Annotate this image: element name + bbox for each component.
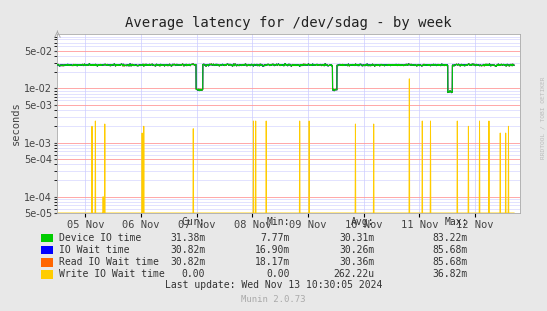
Text: 262.22u: 262.22u bbox=[334, 269, 375, 279]
Text: 30.36m: 30.36m bbox=[340, 257, 375, 267]
Text: Device IO time: Device IO time bbox=[59, 233, 141, 243]
Text: IO Wait time: IO Wait time bbox=[59, 245, 129, 255]
Text: Min:: Min: bbox=[266, 217, 290, 227]
Text: 30.82m: 30.82m bbox=[170, 257, 205, 267]
Text: 85.68m: 85.68m bbox=[433, 257, 468, 267]
Text: 0.00: 0.00 bbox=[266, 269, 290, 279]
Text: Max:: Max: bbox=[444, 217, 468, 227]
Text: 30.82m: 30.82m bbox=[170, 245, 205, 255]
Text: 16.90m: 16.90m bbox=[255, 245, 290, 255]
Text: Avg:: Avg: bbox=[351, 217, 375, 227]
Text: Write IO Wait time: Write IO Wait time bbox=[59, 269, 164, 279]
Text: 0.00: 0.00 bbox=[182, 269, 205, 279]
Text: 36.82m: 36.82m bbox=[433, 269, 468, 279]
Text: 31.38m: 31.38m bbox=[170, 233, 205, 243]
Text: Read IO Wait time: Read IO Wait time bbox=[59, 257, 159, 267]
Y-axis label: seconds: seconds bbox=[11, 102, 21, 146]
Text: 30.26m: 30.26m bbox=[340, 245, 375, 255]
Title: Average latency for /dev/sdag - by week: Average latency for /dev/sdag - by week bbox=[125, 16, 452, 30]
Text: 18.17m: 18.17m bbox=[255, 257, 290, 267]
Text: 30.31m: 30.31m bbox=[340, 233, 375, 243]
Text: Munin 2.0.73: Munin 2.0.73 bbox=[241, 295, 306, 304]
Text: 85.68m: 85.68m bbox=[433, 245, 468, 255]
Text: Last update: Wed Nov 13 10:30:05 2024: Last update: Wed Nov 13 10:30:05 2024 bbox=[165, 280, 382, 290]
Text: Cur:: Cur: bbox=[182, 217, 205, 227]
Text: RRDTOOL / TOBI OETIKER: RRDTOOL / TOBI OETIKER bbox=[540, 77, 545, 160]
Text: 7.77m: 7.77m bbox=[260, 233, 290, 243]
Text: 83.22m: 83.22m bbox=[433, 233, 468, 243]
